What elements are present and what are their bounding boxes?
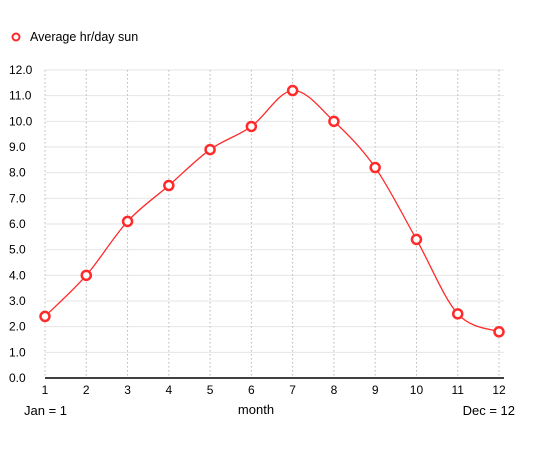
data-point bbox=[493, 326, 505, 338]
y-tick-label: 12.0 bbox=[9, 63, 33, 77]
legend-marker bbox=[11, 32, 21, 42]
series-line bbox=[44, 89, 500, 333]
data-point bbox=[451, 308, 464, 320]
x-tick-label: 5 bbox=[207, 383, 214, 397]
x-axis-note-right: Dec = 12 bbox=[463, 403, 515, 418]
x-tick-label: 3 bbox=[124, 383, 131, 397]
x-tick-label: 11 bbox=[451, 383, 464, 397]
y-tick-label: 5.0 bbox=[9, 243, 26, 257]
y-tick-label: 2.0 bbox=[9, 320, 26, 334]
data-point bbox=[410, 233, 423, 246]
axes: 0.01.02.03.04.05.06.07.08.09.010.011.012… bbox=[9, 63, 506, 397]
y-tick-label: 7.0 bbox=[9, 191, 26, 205]
y-tick-label: 8.0 bbox=[9, 166, 26, 180]
data-point bbox=[39, 310, 51, 323]
y-tick-label: 1.0 bbox=[9, 345, 26, 359]
x-tick-label: 6 bbox=[248, 383, 255, 397]
legend: Average hr/day sun bbox=[11, 30, 138, 44]
data-point bbox=[80, 269, 93, 282]
legend-label: Average hr/day sun bbox=[30, 30, 138, 44]
x-tick-label: 2 bbox=[83, 383, 90, 397]
data-point bbox=[204, 143, 216, 156]
series bbox=[39, 84, 505, 338]
data-point bbox=[328, 115, 340, 128]
y-tick-label: 3.0 bbox=[9, 294, 26, 308]
y-tick-label: 6.0 bbox=[9, 217, 26, 231]
x-tick-label: 8 bbox=[331, 383, 338, 397]
y-tick-label: 4.0 bbox=[9, 268, 26, 282]
x-tick-label: 7 bbox=[289, 383, 296, 397]
data-point bbox=[286, 84, 299, 97]
y-tick-label: 10.0 bbox=[9, 114, 33, 128]
grid bbox=[44, 69, 504, 378]
data-point bbox=[121, 215, 134, 228]
y-tick-label: 0.0 bbox=[9, 371, 26, 385]
x-axis-label: month bbox=[238, 402, 274, 417]
data-point bbox=[245, 120, 258, 133]
data-point bbox=[369, 161, 381, 174]
x-tick-label: 4 bbox=[165, 383, 172, 397]
x-tick-label: 12 bbox=[492, 383, 506, 397]
x-axis-note-left: Jan = 1 bbox=[24, 403, 67, 418]
data-point bbox=[163, 179, 175, 192]
x-tick-label: 1 bbox=[42, 383, 49, 397]
y-tick-label: 11.0 bbox=[9, 89, 32, 103]
y-tick-label: 9.0 bbox=[9, 140, 26, 154]
x-tick-label: 10 bbox=[410, 383, 424, 397]
x-tick-label: 9 bbox=[372, 383, 379, 397]
